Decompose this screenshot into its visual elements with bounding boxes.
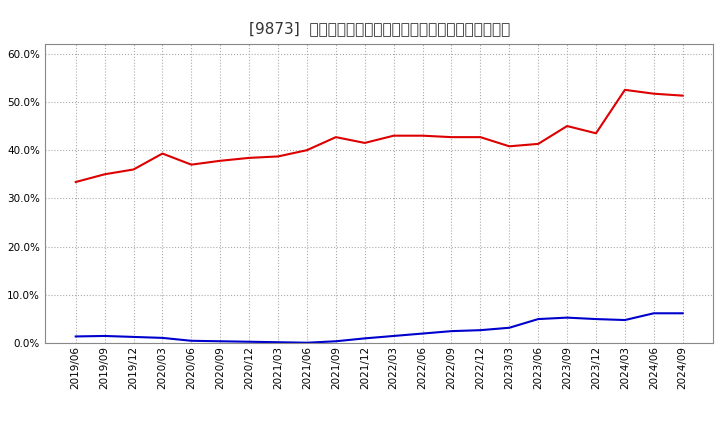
現預金: [361, 140, 369, 146]
有利子負債: [100, 334, 109, 339]
有利子負債: [563, 315, 572, 320]
有利子負債: [592, 316, 600, 322]
現預金: [418, 133, 427, 138]
Title: [9873]  現預金、有利子負債の総資産に対する比率の推移: [9873] 現預金、有利子負債の総資産に対する比率の推移: [248, 21, 510, 36]
有利子負債: [678, 311, 687, 316]
現預金: [649, 91, 658, 96]
有利子負債: [71, 334, 80, 339]
現預金: [563, 123, 572, 128]
現預金: [129, 167, 138, 172]
有利子負債: [447, 329, 456, 334]
現預金: [302, 147, 311, 153]
現預金: [390, 133, 398, 138]
有利子負債: [129, 334, 138, 340]
Line: 現預金: 現預金: [76, 90, 683, 182]
有利子負債: [216, 339, 225, 344]
現預金: [100, 172, 109, 177]
有利子負債: [649, 311, 658, 316]
有利子負債: [476, 327, 485, 333]
Line: 有利子負債: 有利子負債: [76, 313, 683, 343]
有利子負債: [331, 339, 340, 344]
現預金: [476, 135, 485, 140]
有利子負債: [158, 335, 167, 341]
現預金: [534, 141, 542, 147]
現預金: [592, 131, 600, 136]
現預金: [187, 162, 196, 167]
有利子負債: [418, 331, 427, 336]
有利子負債: [621, 317, 629, 323]
現預金: [216, 158, 225, 163]
現預金: [158, 151, 167, 156]
有利子負債: [302, 340, 311, 345]
現預金: [331, 135, 340, 140]
Legend: 現預金, 有利子負債: 現預金, 有利子負債: [303, 439, 456, 440]
有利子負債: [361, 336, 369, 341]
現預金: [505, 144, 513, 149]
有利子負債: [534, 316, 542, 322]
有利子負債: [505, 325, 513, 330]
有利子負債: [187, 338, 196, 344]
現預金: [274, 154, 282, 159]
現預金: [447, 135, 456, 140]
現預金: [678, 93, 687, 98]
有利子負債: [274, 340, 282, 345]
有利子負債: [390, 334, 398, 339]
現預金: [621, 87, 629, 92]
現預金: [245, 155, 253, 161]
現預金: [71, 180, 80, 185]
有利子負債: [245, 339, 253, 345]
